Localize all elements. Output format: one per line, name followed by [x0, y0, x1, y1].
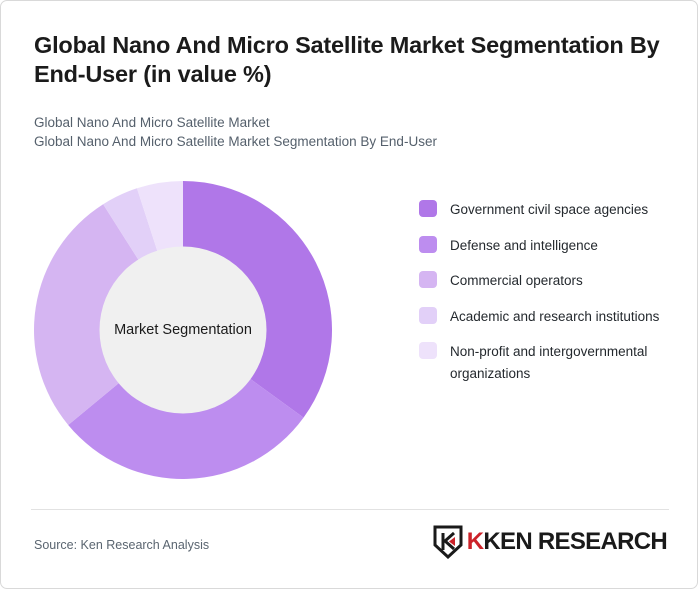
legend-item[interactable]: Commercial operators	[419, 270, 671, 292]
legend-item[interactable]: Non-profit and intergovernmental organiz…	[419, 341, 671, 384]
legend-item-label: Commercial operators	[450, 273, 583, 288]
legend-swatch	[419, 306, 437, 324]
legend-item[interactable]: Defense and intelligence	[419, 235, 671, 257]
donut-svg	[34, 181, 332, 479]
subtitle-market: Global Nano And Micro Satellite Market	[34, 115, 270, 130]
legend-item[interactable]: Academic and research institutions	[419, 306, 671, 328]
footer-divider	[31, 509, 669, 510]
legend-swatch	[419, 200, 437, 217]
page-title: Global Nano And Micro Satellite Market S…	[34, 32, 660, 87]
legend-item-label: Defense and intelligence	[450, 237, 598, 253]
legend-swatch	[419, 342, 437, 359]
subtitle-segmentation: Global Nano And Micro Satellite Market S…	[34, 134, 437, 149]
legend-swatch	[419, 235, 437, 253]
legend-item[interactable]: Government civil space agencies	[419, 199, 671, 221]
subtitle-group: Global Nano And Micro Satellite Market G…	[34, 113, 654, 151]
legend-item-label: Academic and research institutions	[450, 308, 660, 324]
brand-wordmark: KKEN RESEARCH	[466, 528, 668, 556]
legend-item-label: Government civil space agencies	[450, 202, 649, 217]
donut-hole	[99, 246, 267, 414]
brand-name-text: KEN RESEARCH	[483, 528, 667, 555]
source-note: Source: Ken Research Analysis	[34, 538, 210, 552]
donut-chart: Market Segmentation	[34, 181, 332, 479]
brand-logo: KKEN RESEARCH	[432, 525, 668, 559]
legend-swatch	[419, 271, 437, 288]
chart-legend: Government civil space agencies Defense a…	[419, 199, 671, 398]
chart-area: Market Segmentation Government civil spa…	[1, 161, 697, 501]
brand-k-letter: K	[466, 528, 484, 555]
legend-item-label: Non-profit and intergovernmental organiz…	[450, 344, 648, 381]
ken-research-shield-icon	[433, 525, 463, 559]
